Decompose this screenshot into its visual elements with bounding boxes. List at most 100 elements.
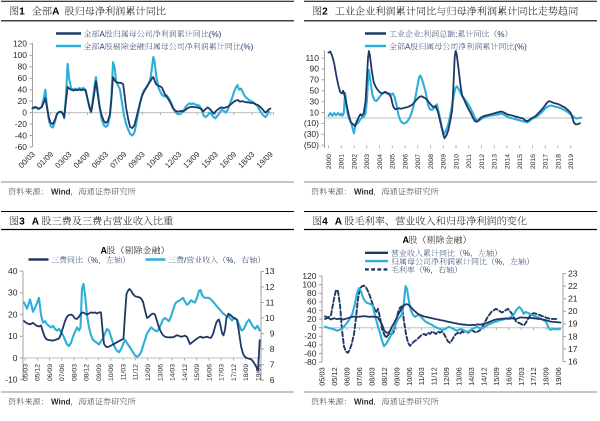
svg-text::: :: [455, 30, 457, 39]
svg-text:Wind: Wind: [51, 398, 71, 407]
svg-text:19/06: 19/06: [255, 364, 262, 381]
svg-text:09/09: 09/09: [96, 364, 103, 381]
svg-text:05/03: 05/03: [318, 367, 327, 386]
svg-text:2003: 2003: [364, 154, 371, 169]
svg-text:11/12: 11/12: [133, 364, 140, 381]
svg-text:(%): (%): [514, 42, 527, 51]
svg-text:09/09: 09/09: [392, 367, 401, 386]
svg-text:10: 10: [310, 107, 320, 117]
svg-text:2012: 2012: [479, 154, 486, 169]
svg-text:21: 21: [568, 294, 578, 304]
svg-text:13/06: 13/06: [455, 367, 464, 386]
svg-text:100: 100: [13, 50, 27, 60]
svg-text:/: /: [184, 256, 187, 265]
svg-text:100: 100: [302, 280, 316, 290]
svg-text:23: 23: [568, 268, 578, 278]
svg-text:05/03: 05/03: [22, 364, 29, 381]
svg-text:%: %: [423, 266, 430, 275]
svg-text:120: 120: [13, 39, 27, 49]
svg-text:9: 9: [270, 328, 275, 338]
svg-text:14/03: 14/03: [170, 364, 177, 381]
svg-text:0: 0: [13, 353, 18, 363]
svg-text:2017: 2017: [543, 154, 550, 169]
svg-text:A: A: [100, 42, 106, 51]
svg-text:2011: 2011: [466, 154, 473, 169]
svg-text:2016: 2016: [530, 154, 537, 169]
svg-text:19/06: 19/06: [554, 367, 563, 386]
svg-text:-40: -40: [15, 130, 28, 140]
svg-text:A: A: [405, 42, 411, 51]
svg-text:10: 10: [8, 331, 18, 341]
svg-text:60: 60: [18, 73, 28, 83]
svg-text:12: 12: [265, 282, 275, 292]
svg-text:10: 10: [265, 313, 275, 323]
svg-text:18/09: 18/09: [243, 364, 250, 381]
svg-text:(50): (50): [304, 140, 319, 150]
svg-text:50: 50: [310, 86, 320, 96]
svg-text:Wind: Wind: [354, 398, 374, 407]
svg-text:2009: 2009: [441, 154, 448, 169]
svg-text:4: 4: [322, 217, 328, 228]
svg-text:Wind: Wind: [354, 188, 374, 197]
svg-text:18: 18: [568, 331, 578, 341]
svg-text:15/09: 15/09: [492, 367, 501, 386]
svg-text:0: 0: [312, 323, 317, 333]
svg-text:A: A: [403, 235, 410, 245]
svg-text:08/03: 08/03: [71, 364, 78, 381]
svg-text:16/06: 16/06: [504, 367, 513, 386]
svg-text:11: 11: [266, 297, 275, 307]
svg-text:10/06: 10/06: [405, 367, 414, 386]
svg-text:-20: -20: [304, 331, 317, 341]
svg-text:07/06: 07/06: [59, 364, 66, 381]
svg-text:20: 20: [307, 314, 317, 324]
svg-text:16/06: 16/06: [206, 364, 213, 381]
svg-text:%: %: [91, 256, 98, 265]
svg-text:2008: 2008: [428, 154, 435, 169]
svg-text:7: 7: [270, 360, 275, 370]
svg-text:14/03: 14/03: [467, 367, 476, 386]
svg-text:-20: -20: [15, 119, 28, 129]
svg-text:08/03: 08/03: [367, 367, 376, 386]
svg-text:11/12: 11/12: [430, 367, 439, 385]
svg-text:40: 40: [18, 85, 28, 95]
svg-text:%: %: [497, 30, 504, 39]
svg-text:05/12: 05/12: [330, 367, 339, 386]
svg-text:40: 40: [8, 266, 18, 276]
svg-text:2013: 2013: [492, 154, 499, 169]
svg-text:6: 6: [270, 375, 275, 385]
svg-text:2004: 2004: [377, 154, 384, 169]
svg-text:17/03: 17/03: [219, 364, 226, 381]
svg-text:05/12: 05/12: [35, 364, 42, 381]
svg-text:13: 13: [265, 266, 275, 276]
svg-text:3: 3: [19, 217, 25, 228]
svg-text:-60: -60: [15, 142, 28, 152]
svg-text:19: 19: [568, 319, 578, 329]
svg-text:120: 120: [302, 271, 316, 281]
svg-text:2002: 2002: [351, 154, 358, 169]
svg-text:08/12: 08/12: [84, 364, 91, 381]
svg-text:30: 30: [310, 97, 320, 107]
svg-text:0: 0: [22, 107, 27, 117]
svg-text:20: 20: [8, 309, 18, 319]
svg-text:2000: 2000: [326, 154, 333, 169]
svg-text:13/06: 13/06: [157, 364, 164, 381]
svg-text:(%): (%): [209, 30, 222, 39]
svg-text:(10): (10): [304, 118, 319, 128]
svg-text:07/06: 07/06: [355, 367, 364, 386]
svg-text:20: 20: [568, 306, 578, 316]
svg-text:80: 80: [307, 288, 317, 298]
svg-text:60: 60: [307, 297, 317, 307]
svg-text:%: %: [495, 257, 502, 266]
svg-text:06/09: 06/09: [343, 367, 352, 386]
svg-text:90: 90: [310, 64, 320, 74]
svg-text:17/12: 17/12: [231, 364, 238, 381]
svg-text:40: 40: [307, 305, 317, 315]
svg-text:(30): (30): [304, 129, 319, 139]
svg-text:8: 8: [270, 344, 275, 354]
svg-text:80: 80: [18, 62, 28, 72]
svg-text:17/03: 17/03: [517, 367, 526, 386]
svg-text:70: 70: [310, 75, 320, 85]
svg-text:A: A: [100, 30, 106, 39]
svg-text:17: 17: [568, 344, 578, 354]
svg-text::: :: [421, 30, 423, 39]
